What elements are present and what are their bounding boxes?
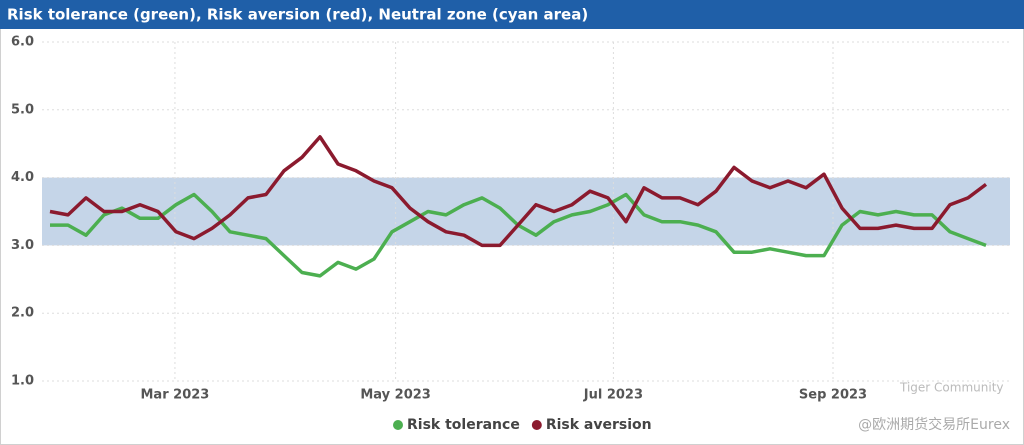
chart-title: Risk tolerance (green), Risk aversion (r…: [7, 6, 588, 24]
watermark: Tiger Community: [899, 381, 1004, 395]
y-tick-label: 5.0: [11, 102, 34, 117]
y-tick-label: 2.0: [11, 306, 34, 321]
x-tick-label: Jul 2023: [583, 388, 643, 403]
y-tick-label: 6.0: [11, 35, 34, 50]
legend-label: Risk aversion: [546, 417, 652, 433]
x-tick-label: Mar 2023: [141, 388, 210, 403]
watermark: @欧洲期货交易所Eurex: [858, 416, 1010, 433]
y-tick-label: 3.0: [11, 238, 34, 253]
x-tick-label: Sep 2023: [799, 388, 867, 403]
legend-label: Risk tolerance: [407, 417, 520, 433]
title-bar: [0, 0, 1024, 29]
x-tick-label: May 2023: [360, 388, 431, 403]
y-tick-label: 1.0: [11, 374, 34, 389]
line: [49, 135, 988, 248]
legend-marker: [531, 420, 542, 430]
legend-marker: [393, 420, 403, 430]
y-tick-label: 4.0: [11, 170, 34, 185]
